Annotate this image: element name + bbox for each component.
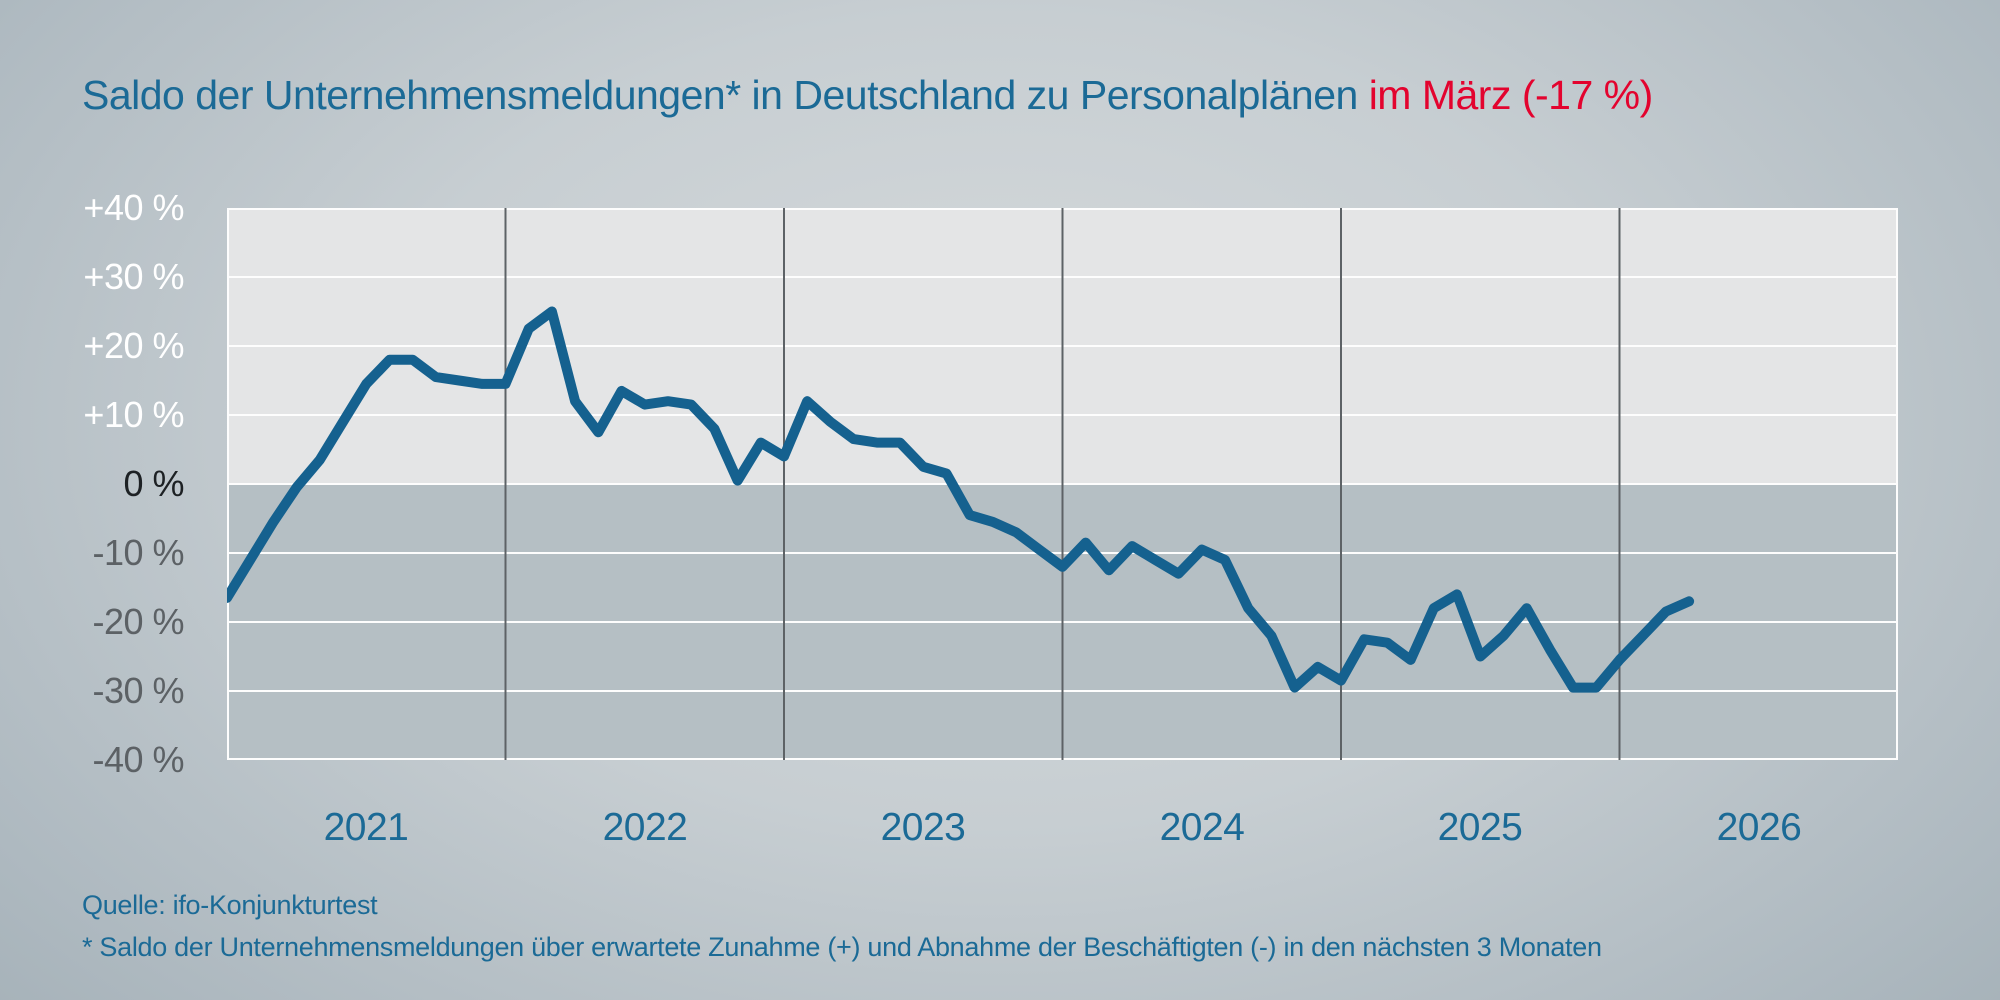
employment-balance-trend-line: [227, 306, 1695, 693]
asterisk-note: * Saldo der Unternehmensmeldungen über e…: [82, 932, 1602, 962]
y-tick-plus30: +30 %: [83, 256, 184, 297]
y-tick-plus40: +40 %: [83, 187, 184, 228]
source-note: Quelle: ifo-Konjunkturtest: [82, 890, 378, 920]
footer: Quelle: ifo-Konjunkturtest * Saldo der U…: [82, 884, 1602, 968]
x-tick-2025: 2025: [1437, 806, 1523, 849]
x-tick-2021: 2021: [323, 806, 409, 849]
y-tick-plus10: +10 %: [83, 394, 184, 435]
x-tick-2023: 2023: [880, 806, 966, 849]
y-tick-zero: 0 %: [123, 463, 184, 504]
y-tick-minus30: -30 %: [92, 670, 184, 711]
x-tick-2026: 2026: [1716, 806, 1802, 849]
y-tick-minus10: -10 %: [92, 532, 184, 573]
trend-line-layer: [227, 306, 1695, 693]
x-tick-2024: 2024: [1159, 806, 1245, 849]
y-tick-plus20: +20 %: [83, 325, 184, 366]
title-highlight-current-value: im März (-17 %): [1368, 72, 1654, 118]
line-chart-plot-area: [227, 208, 1898, 760]
page-title: Saldo der Unternehmensmeldungen* in Deut…: [82, 72, 1653, 118]
title-main: Saldo der Unternehmensmeldungen* in Deut…: [82, 72, 1358, 118]
x-tick-2022: 2022: [602, 806, 688, 849]
vertical-year-gridlines: [504, 208, 1621, 760]
y-tick-minus40: -40 %: [92, 739, 184, 780]
y-tick-minus20: -20 %: [92, 601, 184, 642]
